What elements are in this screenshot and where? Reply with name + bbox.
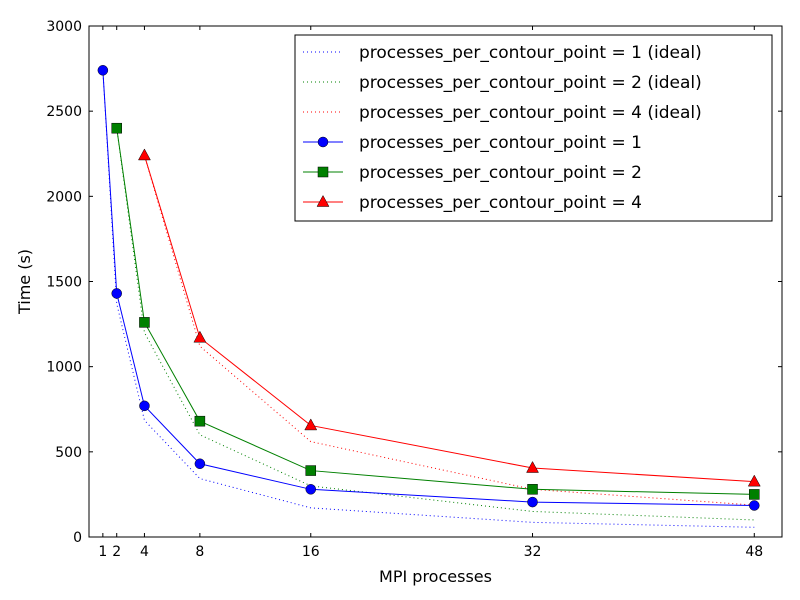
legend-label: processes_per_contour_point = 1 [359, 133, 642, 153]
legend-marker [317, 166, 329, 178]
x-tick-label: 8 [195, 544, 204, 560]
data-point [138, 148, 151, 161]
legend-box [294, 34, 773, 222]
data-point [111, 288, 122, 299]
series-line [116, 128, 755, 521]
y-tick-label: 1000 [46, 360, 82, 376]
data-point [305, 484, 317, 495]
data-point [747, 474, 761, 487]
y-tick-label: 1500 [46, 275, 82, 291]
legend-entry-2: processes_per_contour_point = 2 (ideal) [303, 73, 702, 93]
data-point [305, 465, 317, 476]
data-point [111, 122, 122, 134]
plot-series [97, 65, 761, 528]
data-point [526, 460, 539, 473]
data-point [304, 418, 318, 431]
legend-entry-6: processes_per_contour_point = 4 [303, 193, 642, 213]
series-line [116, 128, 755, 495]
x-tick-label: 48 [745, 544, 763, 560]
y-tick-label: 500 [55, 445, 82, 461]
legend-label: processes_per_contour_point = 4 [359, 193, 642, 213]
legend-marker [317, 136, 329, 148]
legend-entry-5: processes_per_contour_point = 2 [303, 163, 642, 183]
legend-entry-1: processes_per_contour_point = 1 (ideal) [303, 43, 702, 63]
data-point [749, 489, 760, 500]
x-tick-label: 1 [98, 544, 107, 560]
data-point [527, 496, 538, 508]
data-point [139, 317, 150, 328]
y-tick-label: 2000 [46, 189, 82, 205]
x-axis-label: MPI processes [379, 567, 492, 586]
data-point [193, 330, 207, 343]
series-3 [143, 155, 755, 506]
series-6 [138, 148, 761, 487]
data-point [139, 400, 150, 412]
series-5 [111, 122, 760, 500]
series-2 [116, 128, 755, 521]
legend-marker [316, 194, 330, 207]
x-tick-label: 4 [140, 544, 149, 560]
y-axis-label: Time (s) [15, 249, 34, 315]
legend-label: processes_per_contour_point = 4 (ideal) [359, 103, 702, 123]
legend-entry-4: processes_per_contour_point = 1 [303, 133, 642, 153]
data-point [749, 500, 760, 511]
legend: processes_per_contour_point = 1 (ideal) p… [294, 34, 773, 222]
x-tick-label: 32 [524, 544, 542, 560]
series-4 [97, 65, 760, 511]
x-tick-label: 2 [112, 544, 121, 560]
data-point [527, 484, 538, 495]
y-tick-label: 2500 [46, 104, 82, 120]
data-point [194, 458, 206, 470]
series-line [143, 155, 755, 506]
legend-label: processes_per_contour_point = 1 (ideal) [359, 43, 702, 63]
y-tick-label: 0 [73, 530, 82, 546]
legend-label: processes_per_contour_point = 2 (ideal) [359, 73, 702, 93]
x-tick-label: 16 [302, 544, 320, 560]
legend-label: processes_per_contour_point = 2 [359, 163, 642, 183]
y-tick-label: 3000 [46, 19, 82, 35]
data-point [97, 65, 109, 76]
legend-entry-3: processes_per_contour_point = 4 (ideal) [303, 103, 702, 123]
data-point [194, 415, 206, 427]
